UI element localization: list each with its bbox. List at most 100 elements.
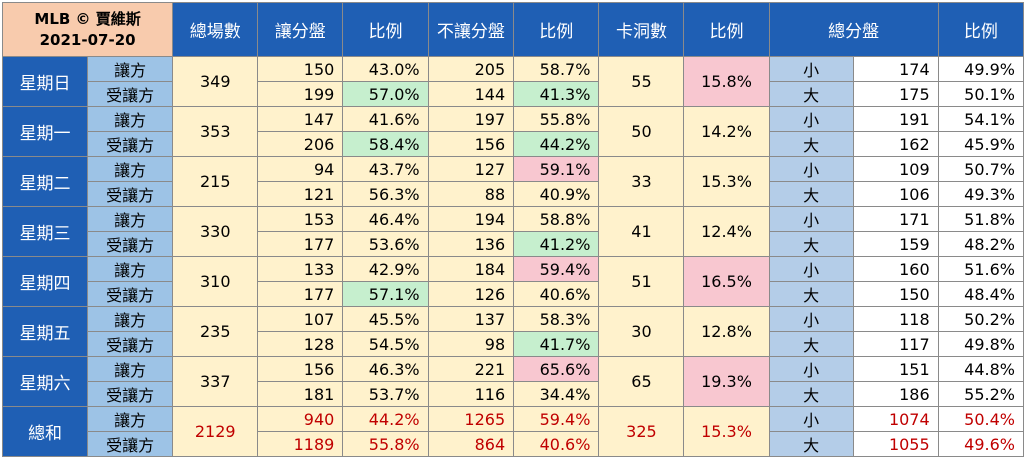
give-spread-count: 147 xyxy=(257,106,344,132)
table-row: 受讓方 177 53.6% 136 41.2% 大 159 48.2% xyxy=(3,231,1024,257)
give-nospread-count: 184 xyxy=(427,256,515,282)
table-row: 星期日 讓方 349 150 43.0% 205 58.7% 55 15.8% 小 174 49.9% xyxy=(1,56,1024,107)
day-label: 星期五 xyxy=(1,306,89,357)
give-nospread-pct: 58.3% xyxy=(513,306,600,332)
total-games: 349 xyxy=(172,56,259,107)
header-spread: 讓分盤 xyxy=(257,2,344,57)
give-nospread-pct: 58.7% xyxy=(513,56,600,82)
push-pct: 12.4% xyxy=(683,206,770,257)
receive-nospread-count: 116 xyxy=(427,381,515,407)
give-spread-count: 156 xyxy=(257,356,344,382)
give-nospread-count: 205 xyxy=(427,56,515,82)
side-receive-label: 受讓方 xyxy=(87,281,174,307)
side-give-label: 讓方 xyxy=(87,206,174,232)
push-pct: 15.8% xyxy=(683,56,770,107)
under-label: 小 xyxy=(768,356,854,382)
over-label: 大 xyxy=(768,281,854,307)
side-receive-label: 受讓方 xyxy=(87,131,174,157)
over-count: 186 xyxy=(852,381,939,407)
total-games: 353 xyxy=(172,106,259,157)
over-label: 大 xyxy=(768,431,854,457)
under-count: 174 xyxy=(852,56,939,82)
side-receive-label: 受讓方 xyxy=(87,381,174,407)
give-nospread-pct: 65.6% xyxy=(513,356,600,382)
receive-spread-pct: 53.6% xyxy=(342,231,429,257)
under-pct: 54.1% xyxy=(937,106,1024,132)
receive-spread-pct: 57.0% xyxy=(342,81,429,107)
receive-spread-count: 177 xyxy=(257,231,344,257)
receive-spread-count: 1189 xyxy=(257,431,344,457)
give-nospread-pct: 55.8% xyxy=(513,106,600,132)
over-label: 大 xyxy=(768,231,854,257)
give-spread-count: 107 xyxy=(257,306,344,332)
give-nospread-pct: 59.1% xyxy=(513,156,600,182)
receive-spread-pct: 56.3% xyxy=(342,181,429,207)
side-give-label: 讓方 xyxy=(87,306,174,332)
side-receive-label: 受讓方 xyxy=(87,181,174,207)
side-receive-label: 受讓方 xyxy=(87,331,174,357)
under-count: 171 xyxy=(852,206,939,232)
give-nospread-count: 127 xyxy=(427,156,515,182)
give-spread-count: 150 xyxy=(257,56,344,82)
give-spread-pct: 43.7% xyxy=(342,156,429,182)
under-pct: 49.9% xyxy=(937,56,1024,82)
give-nospread-count: 194 xyxy=(427,206,515,232)
table-row: 星期五 讓方 235 107 45.5% 137 58.3% 30 12.8% 小 118 50.2% xyxy=(1,306,1024,357)
side-receive-label: 受讓方 xyxy=(87,431,174,457)
receive-nospread-pct: 40.6% xyxy=(513,431,600,457)
table-row: 受讓方 206 58.4% 156 44.2% 大 162 45.9% xyxy=(3,131,1024,157)
side-receive-label: 受讓方 xyxy=(87,231,174,257)
under-count: 151 xyxy=(852,356,939,382)
receive-spread-count: 177 xyxy=(257,281,344,307)
over-pct: 48.2% xyxy=(937,231,1024,257)
give-spread-count: 133 xyxy=(257,256,344,282)
over-count: 159 xyxy=(852,231,939,257)
day-label: 星期日 xyxy=(1,56,89,107)
receive-nospread-count: 126 xyxy=(427,281,515,307)
receive-spread-count: 199 xyxy=(257,81,344,107)
side-give-label: 讓方 xyxy=(87,56,174,82)
day-label: 總和 xyxy=(1,406,89,457)
receive-spread-count: 121 xyxy=(257,181,344,207)
total-games: 2129 xyxy=(172,406,259,457)
receive-spread-pct: 55.8% xyxy=(342,431,429,457)
receive-nospread-count: 136 xyxy=(427,231,515,257)
push-count: 50 xyxy=(598,106,685,157)
total-games: 235 xyxy=(172,306,259,357)
header-push-pct: 比例 xyxy=(683,2,770,57)
give-spread-pct: 42.9% xyxy=(342,256,429,282)
under-pct: 51.8% xyxy=(937,206,1024,232)
push-count: 41 xyxy=(598,206,685,257)
receive-spread-pct: 54.5% xyxy=(342,331,429,357)
over-count: 150 xyxy=(852,281,939,307)
under-label: 小 xyxy=(768,406,854,432)
over-count: 162 xyxy=(852,131,939,157)
receive-nospread-count: 156 xyxy=(427,131,515,157)
receive-spread-count: 128 xyxy=(257,331,344,357)
day-label: 星期六 xyxy=(1,356,89,407)
over-pct: 49.6% xyxy=(937,431,1024,457)
table-row: 受讓方 121 56.3% 88 40.9% 大 106 49.3% xyxy=(3,181,1024,207)
table-title: MLB © 賈維斯 2021-07-20 xyxy=(1,2,174,57)
table-row: 總和 讓方 2129 940 44.2% 1265 59.4% 325 15.3% 小 1074 50… xyxy=(1,406,1024,457)
receive-nospread-pct: 41.2% xyxy=(513,231,600,257)
under-label: 小 xyxy=(768,156,854,182)
over-pct: 50.1% xyxy=(937,81,1024,107)
over-pct: 49.8% xyxy=(937,331,1024,357)
table-row: 星期一 讓方 353 147 41.6% 197 55.8% 50 14.2% 小 191 54.1% xyxy=(1,106,1024,157)
over-pct: 49.3% xyxy=(937,181,1024,207)
side-give-label: 讓方 xyxy=(87,406,174,432)
table-row: 受讓方 128 54.5% 98 41.7% 大 117 49.8% xyxy=(3,331,1024,357)
over-pct: 48.4% xyxy=(937,281,1024,307)
side-give-label: 讓方 xyxy=(87,256,174,282)
over-pct: 45.9% xyxy=(937,131,1024,157)
header-over-under-pct: 比例 xyxy=(937,2,1024,57)
receive-spread-count: 206 xyxy=(257,131,344,157)
under-count: 1074 xyxy=(852,406,939,432)
give-spread-pct: 46.4% xyxy=(342,206,429,232)
total-games: 337 xyxy=(172,356,259,407)
give-nospread-pct: 58.8% xyxy=(513,206,600,232)
over-label: 大 xyxy=(768,381,854,407)
under-count: 160 xyxy=(852,256,939,282)
day-label: 星期一 xyxy=(1,106,89,157)
